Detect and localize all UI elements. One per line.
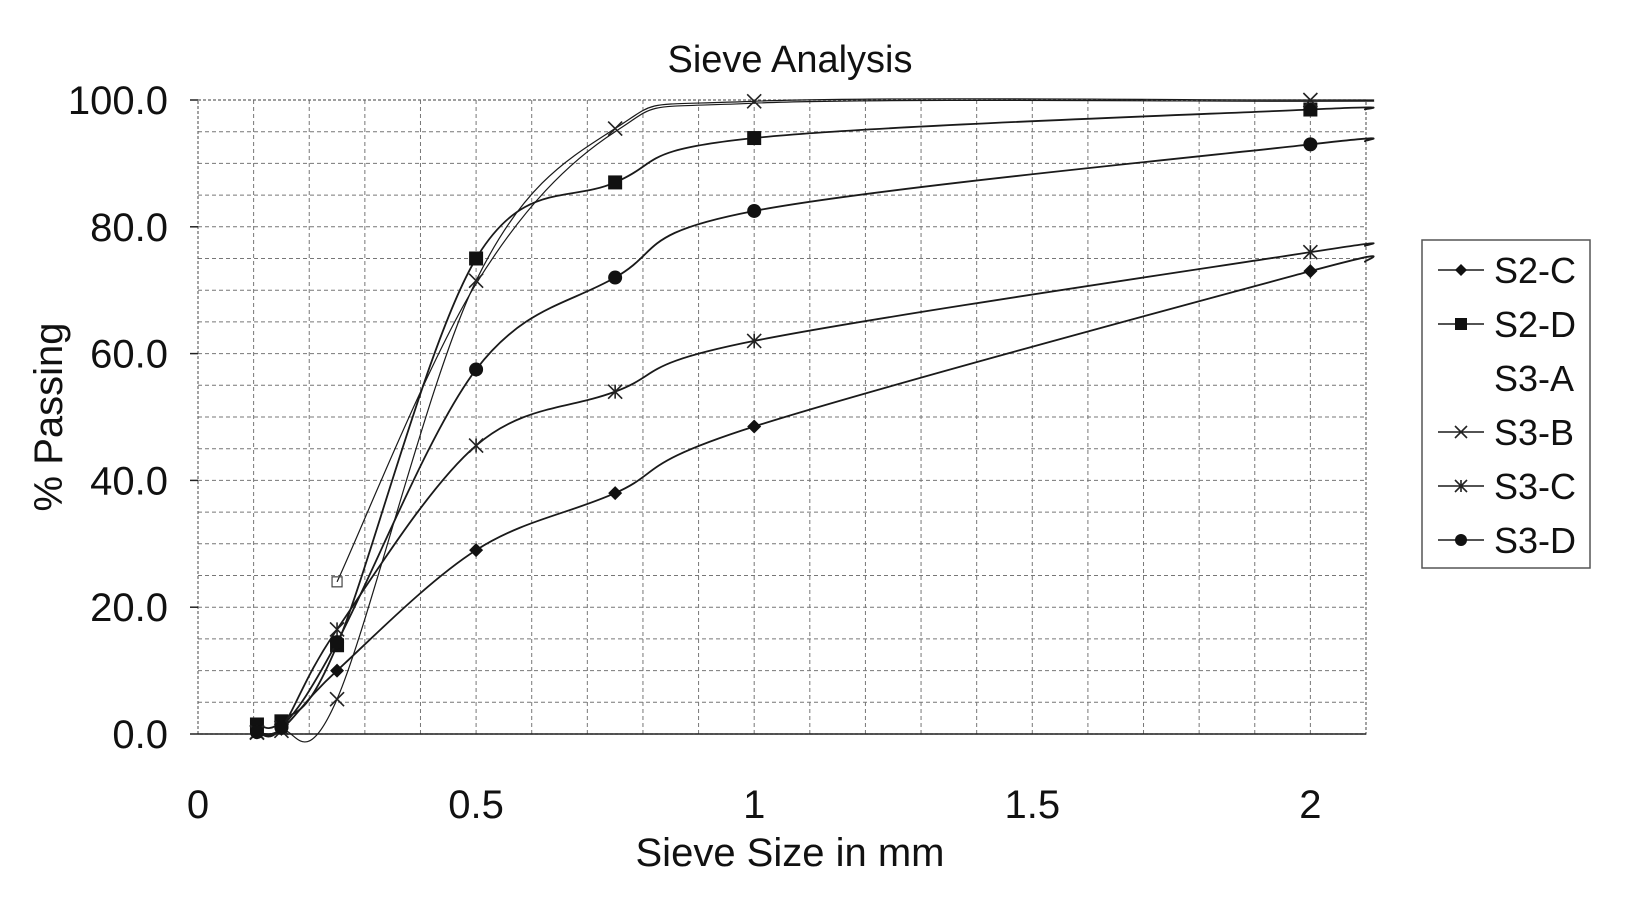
data-point-s2-d <box>747 131 762 146</box>
data-point-s3-a <box>331 576 343 588</box>
data-point-s3-c <box>468 437 484 454</box>
data-point-s3-c <box>1302 244 1318 260</box>
data-point-s3-c <box>746 333 762 349</box>
axis-layer: 0.0 20.0 40.0 60.0 80.0 100.0 0 0.5 1 1.5 2 <box>68 79 1322 827</box>
data-point-s3-d <box>469 362 484 377</box>
y-axis-title: % Passing <box>27 323 71 512</box>
legend-marker <box>1454 479 1468 493</box>
y-tick-label: 80.0 <box>90 206 168 250</box>
y-tick-label: 20.0 <box>90 586 168 630</box>
series-s3-d <box>249 137 1375 740</box>
legend-label: S2-D <box>1494 304 1576 345</box>
series-line-s2-c <box>256 255 1375 736</box>
data-point-s2-c <box>1303 264 1318 279</box>
legend-item-s3-c: S3-C <box>1438 466 1576 507</box>
series-s2-c <box>249 255 1375 740</box>
legend-item-s3-b: S3-B <box>1438 412 1574 453</box>
series-line-s3-b <box>256 98 1375 743</box>
data-point-s3-d <box>1303 137 1318 152</box>
data-point-s2-d <box>608 175 623 190</box>
series-layer <box>249 92 1375 743</box>
x-tick-label: 1 <box>743 783 765 827</box>
x-tick-label: 0.5 <box>448 783 504 827</box>
data-point-s3-b <box>746 93 762 109</box>
data-point-s2-c <box>330 663 345 678</box>
data-point-s3-d <box>608 270 623 285</box>
legend-item-s3-d: S3-D <box>1438 520 1576 561</box>
series-line-s2-d <box>256 106 1375 729</box>
legend-item-s2-d: S2-D <box>1438 304 1576 345</box>
data-point-s2-c <box>608 486 623 501</box>
legend-label: S3-A <box>1494 358 1574 399</box>
series-line-s3-c <box>256 242 1375 738</box>
series-line-s3-d <box>256 137 1375 737</box>
data-point-s3-b <box>607 120 623 137</box>
data-point-s3-c <box>607 384 623 400</box>
legend-label: S3-B <box>1494 412 1574 453</box>
legend-marker <box>1455 534 1467 546</box>
data-point-s3-b <box>329 691 345 707</box>
x-tick-label: 2 <box>1299 783 1321 827</box>
y-tick-label: 0.0 <box>112 713 168 757</box>
y-tick-label: 60.0 <box>90 333 168 377</box>
legend-marker <box>1454 425 1468 439</box>
data-point-s2-d <box>469 251 484 266</box>
legend-marker <box>1455 264 1467 276</box>
x-axis-title: Sieve Size in mm <box>636 831 945 875</box>
data-point-s3-b <box>1302 92 1318 108</box>
data-point-s3-d <box>747 203 762 218</box>
data-point-s3-d <box>330 635 345 650</box>
data-point-s2-c <box>747 419 762 434</box>
data-point-s3-b <box>468 273 484 289</box>
legend-item-s2-c: S2-C <box>1438 250 1576 291</box>
legend-label: S3-D <box>1494 520 1576 561</box>
data-point-s3-d <box>274 720 289 735</box>
series-s3-a <box>331 99 1375 588</box>
data-point-s3-d <box>249 725 264 740</box>
legend-marker <box>1455 318 1467 330</box>
legend-box <box>1421 239 1591 569</box>
y-tick-label: 100.0 <box>68 79 168 123</box>
chart-title: Sieve Analysis <box>667 39 912 81</box>
legend-item-s3-a: S3-A <box>1494 358 1574 399</box>
legend-label: S3-C <box>1494 466 1576 507</box>
data-point-s2-d <box>1303 102 1318 117</box>
data-point-s2-c <box>469 543 484 558</box>
series-line-s3-a <box>336 99 1375 583</box>
x-tick-label: 1.5 <box>1004 783 1060 827</box>
x-tick-label: 0 <box>187 783 209 827</box>
legend: S2-C S2-D S3-A S3-B S3-C S3-D <box>1421 239 1591 569</box>
series-s3-c <box>249 242 1375 740</box>
legend-label: S2-C <box>1494 250 1576 291</box>
y-tick-label: 40.0 <box>90 459 168 503</box>
